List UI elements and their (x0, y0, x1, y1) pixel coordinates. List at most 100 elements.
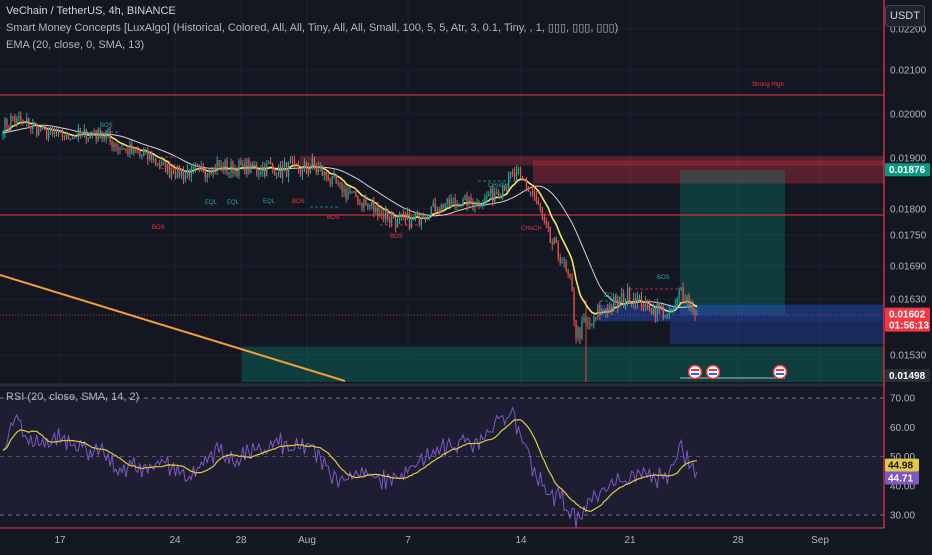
candle-body-319 (634, 298, 637, 304)
candle-body-287 (571, 277, 573, 291)
candle-body-280 (557, 242, 559, 258)
candle-body-226 (450, 199, 452, 207)
candle-body-314 (624, 301, 627, 308)
candle-body-77 (155, 158, 157, 165)
candle-body-218 (434, 203, 436, 212)
candle-body-179 (357, 196, 359, 204)
candle-body-142 (283, 162, 286, 166)
candle-body-29 (59, 131, 62, 133)
candle-body-283 (563, 261, 565, 263)
candle-body-6 (14, 116, 16, 123)
candle-body-322 (640, 296, 643, 306)
candle-body-2 (6, 118, 8, 127)
candle-body-249 (496, 192, 498, 194)
candle-body-227 (452, 198, 454, 200)
candle-body-71 (143, 151, 145, 156)
currency-button[interactable]: USDT (885, 5, 925, 27)
candle-body-312 (621, 293, 623, 297)
candle-body-57 (115, 143, 117, 148)
candle-body-54 (109, 132, 111, 142)
candle-body-128 (256, 164, 258, 175)
candle-body-258 (513, 172, 516, 177)
smc-label-4: EQL (205, 200, 218, 206)
candle-body-241 (480, 204, 482, 207)
indicator-ema-label: EMA (20, close, 0, SMA, 13) (6, 39, 145, 51)
candle-body-154 (307, 168, 310, 173)
smc-label-10: CHoCH (488, 183, 509, 189)
candle-body-86 (172, 171, 175, 174)
discount-zone (242, 346, 884, 382)
candle-body-286 (569, 273, 571, 278)
candle-body-23 (47, 131, 50, 138)
candle-body-108 (216, 160, 218, 171)
candle-body-90 (180, 169, 183, 176)
candle-body-58 (117, 147, 119, 151)
candle-body-265 (527, 187, 530, 192)
candle-body-67 (135, 149, 137, 151)
candle-body-78 (157, 163, 159, 165)
candle-body-175 (349, 191, 351, 193)
candle-body-28 (57, 131, 60, 133)
candle-body-204 (406, 212, 409, 220)
candle-body-247 (492, 188, 494, 202)
candle-body-132 (264, 166, 266, 177)
candle-body-105 (210, 172, 212, 174)
candle-body-51 (103, 135, 105, 140)
candle-body-170 (339, 182, 341, 184)
candle-body-153 (305, 162, 308, 169)
candle-body-79 (159, 163, 161, 165)
candle-body-230 (458, 203, 460, 206)
candle-body-36 (73, 137, 76, 139)
candle-body-157 (313, 158, 315, 166)
candle-body-127 (254, 164, 256, 167)
candle-body-267 (531, 191, 534, 193)
candle-body-189 (377, 207, 379, 216)
candle-body-278 (553, 237, 555, 245)
rsi-tick-label: 70.00 (890, 394, 915, 405)
candle-body-19 (40, 128, 42, 130)
candle-body-174 (347, 191, 349, 199)
candle-body-131 (262, 166, 264, 171)
candle-body-231 (460, 205, 462, 207)
candle-body-184 (367, 204, 369, 207)
candle-body-311 (619, 296, 621, 307)
candle-body-219 (436, 209, 438, 212)
time-tick-label: 28 (235, 535, 247, 546)
rsi-tag-label-1: 44.71 (888, 473, 913, 484)
candle-body-106 (212, 167, 214, 174)
candle-body-13 (28, 118, 30, 129)
candle-body-338 (672, 309, 674, 313)
ema-smoothing-line (2, 124, 698, 309)
candle-body-115 (230, 162, 232, 173)
candle-body-263 (523, 179, 526, 181)
candle-body-329 (654, 309, 657, 318)
demand-zone-2 (670, 321, 884, 344)
indicator-smc-label: Smart Money Concepts [LuxAlgo] (Historic… (6, 22, 619, 34)
candle-body-50 (101, 135, 103, 138)
candle-body-239 (476, 202, 478, 206)
candle-body-95 (190, 167, 193, 177)
candle-body-38 (77, 128, 79, 138)
candle-body-343 (682, 288, 684, 301)
candle-body-198 (394, 218, 397, 228)
smc-label-1: BOS (152, 225, 165, 231)
price-tick-label: 0.01530 (890, 351, 927, 362)
candle-body-214 (426, 218, 428, 220)
candle-body-152 (303, 162, 306, 169)
candle-body-41 (83, 128, 85, 134)
candle-body-104 (208, 172, 210, 174)
candle-body-187 (373, 202, 375, 212)
candle-body-344 (684, 300, 686, 302)
candle-body-96 (192, 166, 194, 168)
supply-zone (300, 155, 884, 166)
candle-body-285 (567, 270, 569, 274)
candle-body-245 (488, 194, 490, 197)
time-tick-label: 28 (732, 535, 744, 546)
candle-body-10 (22, 120, 24, 122)
candle-body-276 (549, 226, 551, 243)
symbol-title: VeChain / TetherUS, 4h, BINANCE (6, 5, 176, 17)
smc-label-9: BOS (390, 234, 403, 240)
candle-body-242 (482, 202, 484, 205)
